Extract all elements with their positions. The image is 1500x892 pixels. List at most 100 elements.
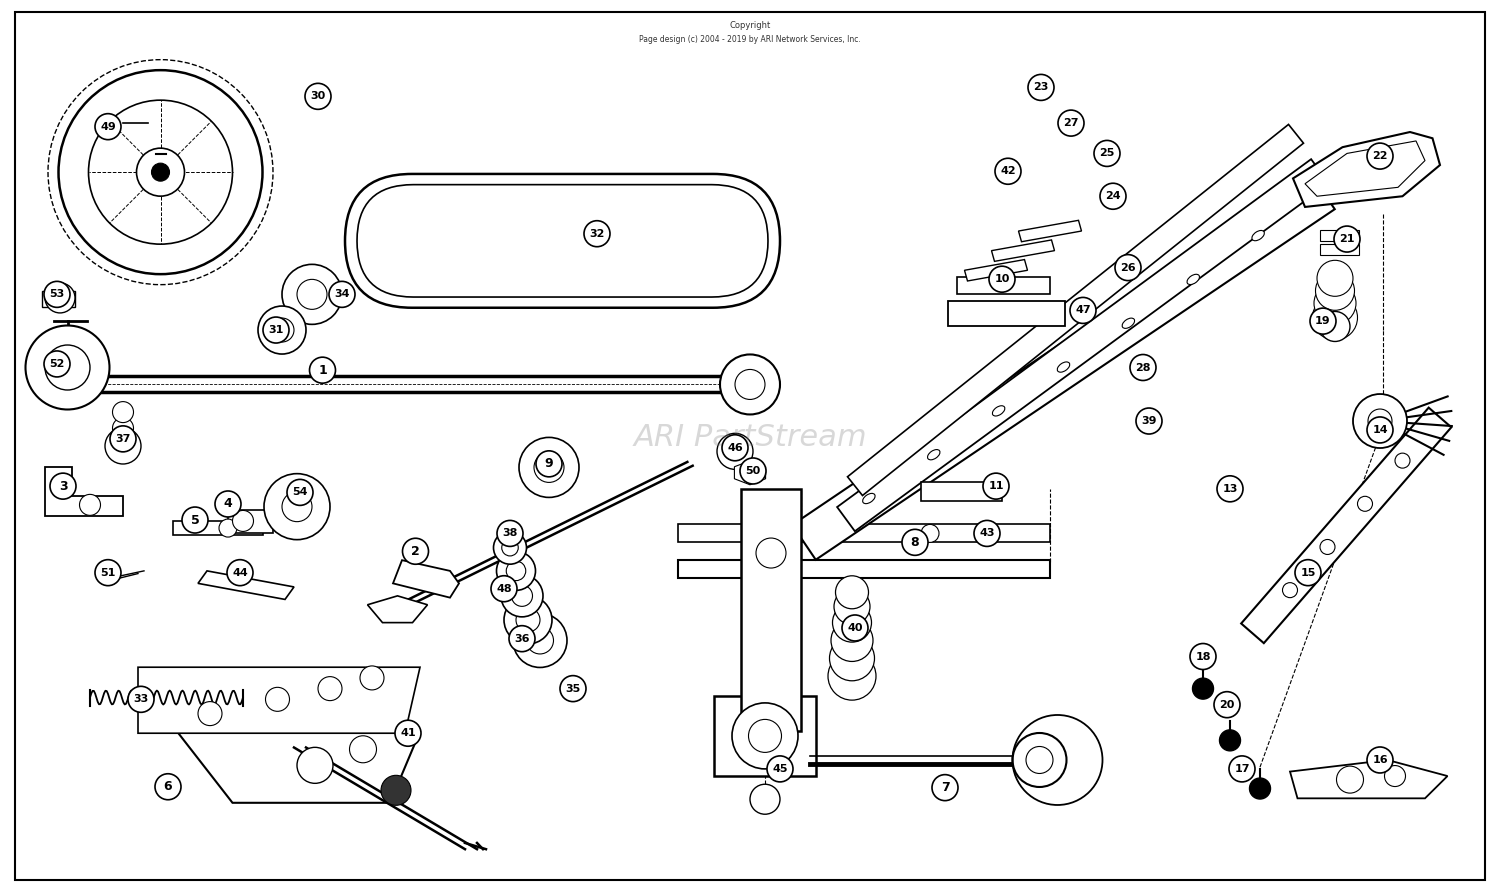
Text: 34: 34 xyxy=(334,289,350,300)
Circle shape xyxy=(1028,74,1054,101)
Circle shape xyxy=(1366,747,1394,773)
Text: 49: 49 xyxy=(100,121,116,132)
Circle shape xyxy=(1310,308,1336,334)
Circle shape xyxy=(830,636,874,681)
Circle shape xyxy=(282,264,342,325)
Polygon shape xyxy=(957,277,1050,294)
Circle shape xyxy=(740,458,766,484)
Text: 21: 21 xyxy=(1340,234,1354,244)
Circle shape xyxy=(1334,226,1360,252)
Circle shape xyxy=(94,113,122,140)
Circle shape xyxy=(1316,271,1354,310)
Text: 52: 52 xyxy=(50,359,64,369)
Circle shape xyxy=(219,519,237,537)
Circle shape xyxy=(506,561,525,581)
Circle shape xyxy=(1317,260,1353,296)
Circle shape xyxy=(182,507,209,533)
Text: 50: 50 xyxy=(746,466,760,476)
Circle shape xyxy=(1130,354,1156,381)
Circle shape xyxy=(1094,140,1120,167)
Text: 53: 53 xyxy=(50,289,64,300)
Circle shape xyxy=(50,473,76,500)
Text: 5: 5 xyxy=(190,514,200,526)
Circle shape xyxy=(94,559,122,586)
Text: 31: 31 xyxy=(268,325,284,335)
Circle shape xyxy=(1190,643,1216,670)
Text: Copyright: Copyright xyxy=(729,21,771,30)
Circle shape xyxy=(264,474,330,540)
Text: 51: 51 xyxy=(100,567,116,578)
Circle shape xyxy=(536,450,562,477)
Text: 42: 42 xyxy=(1000,166,1016,177)
Circle shape xyxy=(842,615,868,641)
Text: 30: 30 xyxy=(310,91,326,102)
Circle shape xyxy=(198,702,222,725)
Circle shape xyxy=(584,220,610,247)
Text: 33: 33 xyxy=(134,694,148,705)
Text: 36: 36 xyxy=(514,633,529,644)
Text: 47: 47 xyxy=(1076,305,1090,316)
Circle shape xyxy=(112,417,134,439)
Circle shape xyxy=(828,652,876,700)
Text: 23: 23 xyxy=(1034,82,1048,93)
Circle shape xyxy=(282,491,312,522)
Circle shape xyxy=(44,351,70,377)
Circle shape xyxy=(1320,540,1335,555)
Text: 44: 44 xyxy=(232,567,248,578)
Circle shape xyxy=(1100,183,1126,210)
Circle shape xyxy=(1220,730,1240,751)
Text: 28: 28 xyxy=(1136,362,1150,373)
Circle shape xyxy=(154,773,182,800)
Circle shape xyxy=(258,306,306,354)
Text: 32: 32 xyxy=(590,228,604,239)
Circle shape xyxy=(110,425,136,452)
Circle shape xyxy=(1070,297,1096,324)
Circle shape xyxy=(501,540,519,556)
Text: 38: 38 xyxy=(503,528,518,539)
Text: 24: 24 xyxy=(1106,191,1120,202)
Text: 27: 27 xyxy=(1064,118,1078,128)
Polygon shape xyxy=(735,461,765,484)
Ellipse shape xyxy=(1186,274,1200,285)
Circle shape xyxy=(1320,311,1350,342)
Text: 17: 17 xyxy=(1234,764,1250,774)
Polygon shape xyxy=(837,159,1329,532)
Polygon shape xyxy=(678,524,1050,542)
Text: 35: 35 xyxy=(566,683,580,694)
Circle shape xyxy=(88,100,232,244)
Polygon shape xyxy=(138,667,420,733)
Text: 40: 40 xyxy=(847,623,862,633)
Circle shape xyxy=(513,614,567,667)
Circle shape xyxy=(750,784,780,814)
Text: 19: 19 xyxy=(1316,316,1330,326)
Polygon shape xyxy=(198,571,294,599)
Polygon shape xyxy=(741,489,801,731)
FancyBboxPatch shape xyxy=(357,185,768,297)
Circle shape xyxy=(717,434,753,469)
Polygon shape xyxy=(368,596,428,623)
Circle shape xyxy=(988,266,1016,293)
Circle shape xyxy=(136,148,184,196)
Polygon shape xyxy=(1305,141,1425,196)
Text: 14: 14 xyxy=(1372,425,1388,435)
Text: 3: 3 xyxy=(58,480,68,492)
Polygon shape xyxy=(992,240,1054,261)
Text: 20: 20 xyxy=(1220,699,1234,710)
Circle shape xyxy=(26,326,109,409)
Circle shape xyxy=(560,675,586,702)
Circle shape xyxy=(831,619,873,662)
Circle shape xyxy=(381,775,411,805)
Polygon shape xyxy=(1019,220,1082,242)
Text: 26: 26 xyxy=(1120,262,1136,273)
Polygon shape xyxy=(1320,230,1359,241)
Text: 7: 7 xyxy=(940,781,950,794)
Circle shape xyxy=(286,479,314,506)
Circle shape xyxy=(270,318,294,342)
Text: 15: 15 xyxy=(1300,567,1316,578)
Circle shape xyxy=(1228,756,1256,782)
Circle shape xyxy=(1312,295,1358,340)
Circle shape xyxy=(1294,559,1322,586)
Circle shape xyxy=(105,428,141,464)
Circle shape xyxy=(496,520,523,547)
Circle shape xyxy=(735,369,765,400)
